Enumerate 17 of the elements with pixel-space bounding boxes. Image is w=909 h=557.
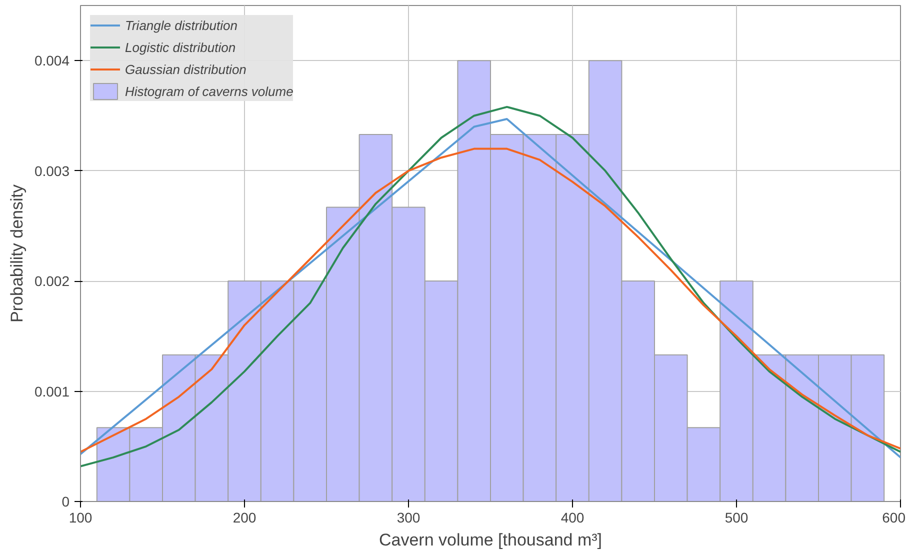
y-axis-title: Probability density <box>7 184 26 322</box>
x-axis-title: Cavern volume [thousand m³] <box>379 530 602 550</box>
x-tick-label: 200 <box>232 510 256 526</box>
x-tick-label: 300 <box>396 510 420 526</box>
legend-label: Triangle distribution <box>125 18 238 32</box>
legend-label: Gaussian distribution <box>125 62 246 76</box>
x-tick-label: 400 <box>560 510 584 526</box>
legend-label: Histogram of caverns volume <box>125 84 294 98</box>
legend-label: Logistic distribution <box>125 40 236 54</box>
y-tick-label: 0.004 <box>34 52 70 69</box>
y-tick-label: 0.003 <box>34 162 70 179</box>
y-tick-label: 0.001 <box>34 383 70 400</box>
x-tick-label: 600 <box>882 510 906 526</box>
y-tick-label: 0.002 <box>34 273 70 290</box>
y-tick-label: 0 <box>62 494 70 510</box>
x-tick-label: 500 <box>724 510 748 526</box>
x-tick-label: 100 <box>68 510 92 526</box>
